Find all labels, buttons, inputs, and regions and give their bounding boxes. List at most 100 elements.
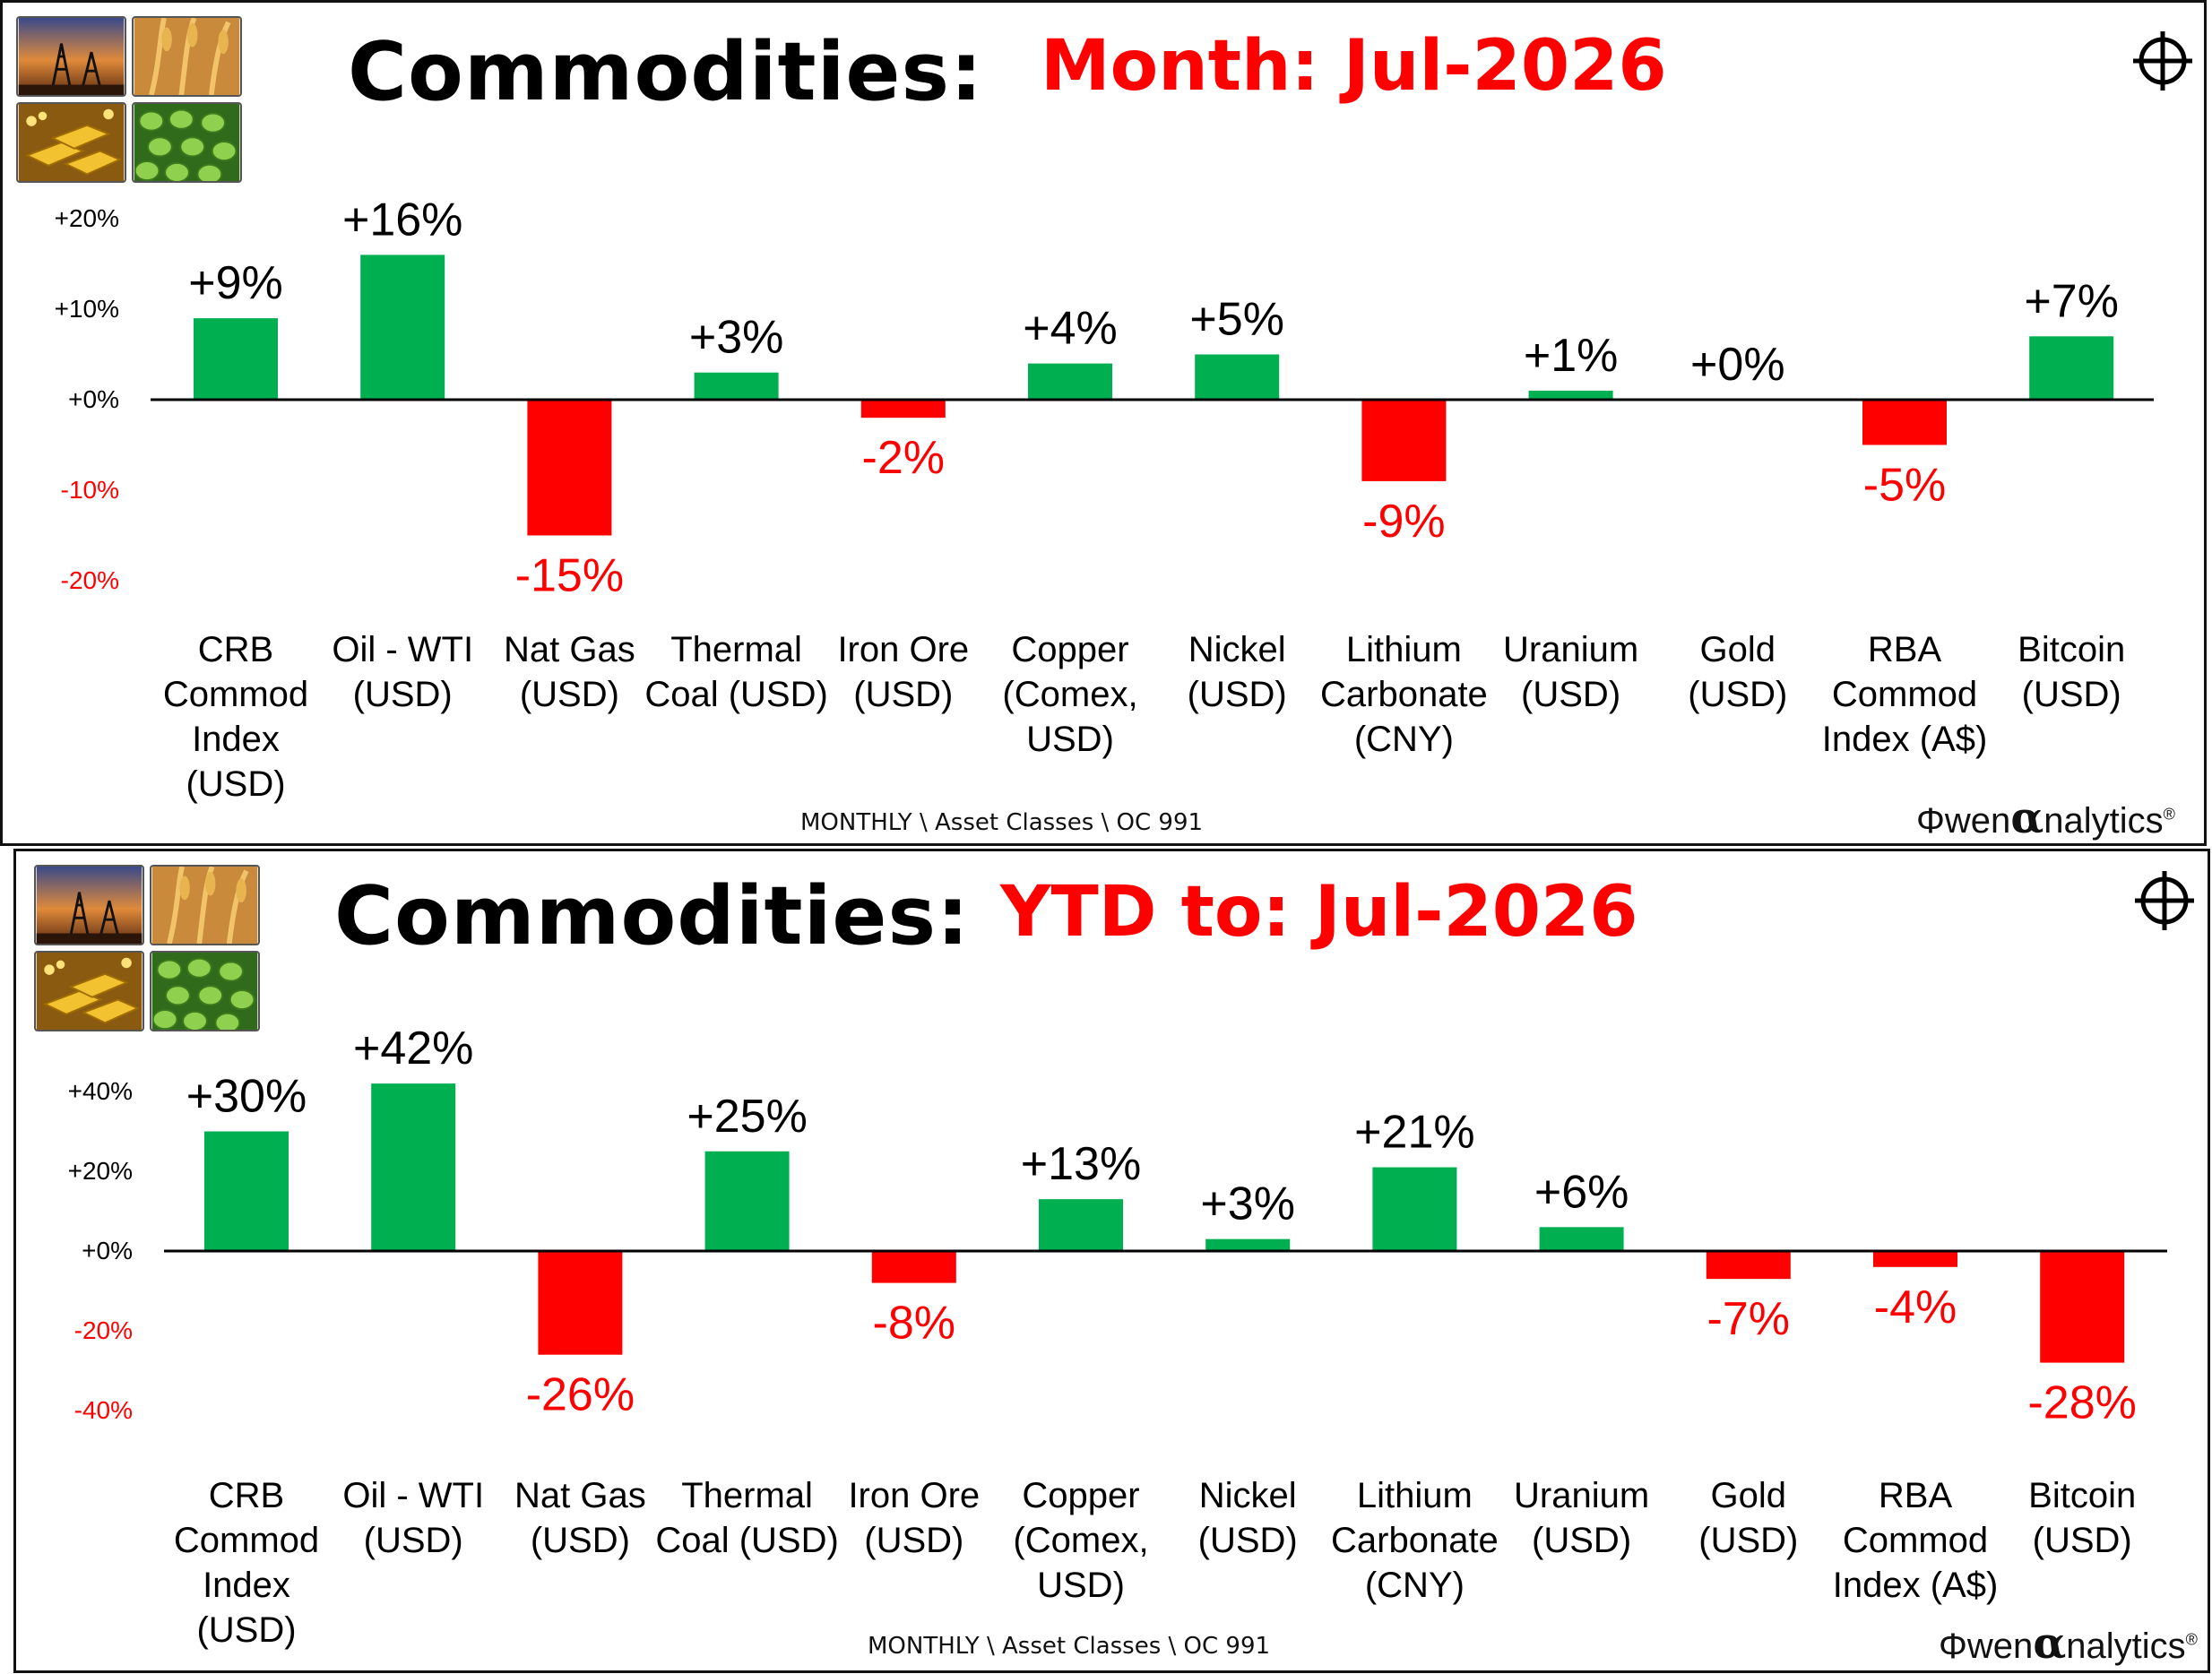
bar <box>2029 336 2114 400</box>
data-label: -28% <box>2027 1377 2136 1429</box>
category-label: Index (A$) <box>1833 1566 1999 1605</box>
category-label: (USD) <box>520 675 619 714</box>
y-tick-label: -40% <box>74 1396 133 1424</box>
data-label: +7% <box>2024 275 2119 327</box>
y-tick-label: +40% <box>68 1077 133 1105</box>
category-label: Oil - WTI <box>342 1476 484 1515</box>
ytd-bar-chart: +40% +20% +0% -20% -40% +30% CRB Commod Index (US… <box>68 1023 2167 1650</box>
logo-phi-icon: Φ <box>1939 1627 1967 1666</box>
bar <box>538 1251 623 1355</box>
category-label: Coal (USD) <box>644 675 827 714</box>
chart-footer: MONTHLY \ Asset Classes \ OC 991 <box>868 1633 1271 1660</box>
oil-derricks-image <box>16 16 126 97</box>
data-label: +4% <box>1023 303 1118 355</box>
category-label: Nickel <box>1199 1476 1297 1515</box>
data-label: -15% <box>515 550 624 602</box>
category-label: Commod <box>174 1521 319 1560</box>
data-label: -5% <box>1863 460 1946 512</box>
chart-footer: MONTHLY \ Asset Classes \ OC 991 <box>800 809 1204 836</box>
category-label: Thermal <box>681 1476 813 1515</box>
data-label: +1% <box>1524 330 1619 382</box>
chart-title: Commodities: <box>334 869 971 963</box>
bar <box>1372 1167 1457 1251</box>
y-tick-label: -10% <box>61 476 119 504</box>
category-label: (USD) <box>196 1610 296 1650</box>
data-label: -8% <box>873 1298 955 1350</box>
y-tick-label: +0% <box>68 385 119 413</box>
crosshair-icon <box>2135 871 2194 930</box>
data-label: +6% <box>1534 1166 1629 1218</box>
category-label: (CNY) <box>1365 1566 1465 1605</box>
category-label: Gold <box>1700 630 1776 669</box>
bar <box>704 1151 790 1251</box>
category-label: Gold <box>1711 1476 1787 1515</box>
category-label: (USD) <box>1198 1521 1298 1560</box>
category-label: (USD) <box>864 1521 963 1560</box>
bar <box>1361 400 1447 481</box>
category-label: USD) <box>1037 1566 1125 1605</box>
category-label: Index <box>192 720 280 759</box>
bar <box>1039 1199 1123 1251</box>
bar <box>1205 1238 1291 1251</box>
data-label: +42% <box>353 1023 473 1074</box>
category-label: USD) <box>1026 720 1114 759</box>
category-label: Carbonate <box>1320 675 1488 714</box>
data-label: +3% <box>689 312 784 364</box>
category-label: Commod <box>163 675 308 714</box>
bar <box>360 255 445 400</box>
category-label: (USD) <box>2022 675 2121 714</box>
category-label: Commod <box>1843 1521 1988 1560</box>
bar <box>694 372 779 400</box>
data-label: +0% <box>1690 339 1785 391</box>
commodity-thumbnails <box>34 865 260 1031</box>
commodity-thumbnails <box>16 16 242 183</box>
soybeans-image <box>132 102 242 183</box>
category-label: Nickel <box>1188 630 1286 669</box>
monthly-panel: Commodities: Month: Jul-2026 +20% +10% +0%… <box>0 0 2207 846</box>
category-label: (USD) <box>364 1521 463 1560</box>
bar <box>1195 354 1280 400</box>
category-label: Iron Ore <box>837 630 969 669</box>
y-tick-label: +10% <box>55 295 119 323</box>
category-label: Copper <box>1022 1476 1139 1515</box>
y-tick-label: -20% <box>61 566 119 594</box>
bar <box>1028 363 1112 400</box>
oil-derricks-image <box>34 865 144 945</box>
gold-bars-image <box>16 102 126 183</box>
bar <box>1862 400 1947 445</box>
bar <box>2040 1251 2125 1363</box>
data-label: -7% <box>1707 1293 1790 1345</box>
bar <box>1528 390 1613 400</box>
category-label: RBA <box>1868 630 1942 669</box>
category-label: RBA <box>1879 1476 1953 1515</box>
category-label: Bitcoin <box>2028 1476 2136 1515</box>
wheat-image <box>150 865 260 945</box>
bar <box>371 1083 456 1251</box>
category-label: Coal (USD) <box>655 1521 838 1560</box>
wheat-image <box>132 16 242 97</box>
category-label: Uranium <box>1503 630 1638 669</box>
bar <box>1706 1251 1791 1280</box>
category-label: Uranium <box>1514 1476 1649 1515</box>
category-label: (USD) <box>1688 675 1787 714</box>
gold-bars-image <box>34 951 144 1031</box>
category-label: (USD) <box>1698 1521 1798 1560</box>
data-label: +13% <box>1021 1138 1141 1190</box>
category-label: (USD) <box>853 675 953 714</box>
bar <box>204 1131 289 1251</box>
data-label: -26% <box>526 1369 635 1421</box>
y-tick-label: -20% <box>74 1316 133 1344</box>
category-label: (USD) <box>1188 675 1287 714</box>
data-label: -4% <box>1874 1281 1957 1333</box>
category-label: Carbonate <box>1331 1521 1499 1560</box>
category-label: Lithium <box>1346 630 1462 669</box>
bar <box>1539 1227 1624 1251</box>
data-label: -9% <box>1362 496 1445 548</box>
category-label: Nat Gas <box>504 630 635 669</box>
category-label: Thermal <box>670 630 802 669</box>
category-label: Nat Gas <box>514 1476 646 1515</box>
category-label: (Comex, <box>1013 1521 1148 1560</box>
data-label: +5% <box>1189 294 1284 346</box>
category-label: (USD) <box>1532 1521 1631 1560</box>
y-tick-label: +20% <box>68 1157 133 1185</box>
